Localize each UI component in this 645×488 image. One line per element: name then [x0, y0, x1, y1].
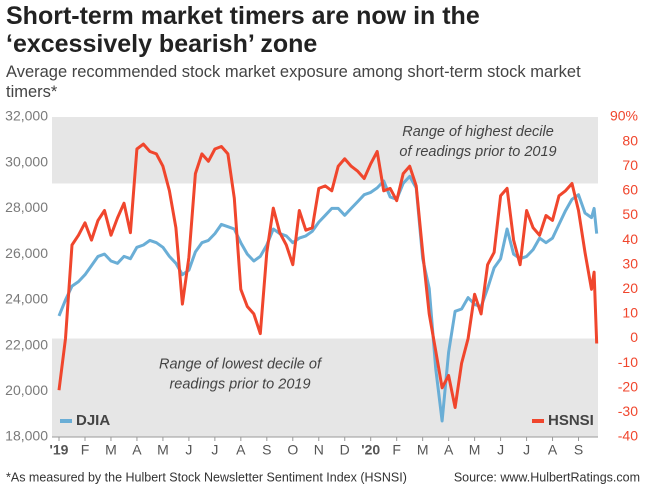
- decile-band: [52, 117, 598, 184]
- series-line: [57, 174, 599, 423]
- y-tick-label: 20,000: [5, 382, 48, 398]
- y2-tick-label: 40: [622, 231, 638, 247]
- y-tick-label: 30,000: [5, 153, 48, 169]
- x-tick-label: S: [574, 442, 583, 458]
- y2-tick-label: 90%: [610, 108, 638, 124]
- y2-tick-label: -40: [618, 428, 638, 444]
- band-label: readings prior to 2019: [169, 376, 310, 392]
- x-tick-label: M: [157, 442, 169, 458]
- footnote: *As measured by the Hulbert Stock Newsle…: [6, 470, 407, 484]
- x-tick-label: N: [314, 442, 324, 458]
- x-tick-label: S: [262, 442, 271, 458]
- series-line: [57, 142, 599, 409]
- y2-tick-label: 50: [622, 206, 638, 222]
- x-tick-label: M: [105, 442, 117, 458]
- x-tick-label: J: [185, 442, 192, 458]
- x-tick-label: A: [132, 442, 142, 458]
- y-tick-label: 28,000: [5, 199, 48, 215]
- y2-tick-label: 10: [622, 305, 638, 321]
- y-tick-label: 32,000: [5, 108, 48, 124]
- band-label: of readings prior to 2019: [399, 144, 556, 160]
- y-tick-label: 22,000: [5, 336, 48, 352]
- y-tick-label: 24,000: [5, 291, 48, 307]
- legend-label: DJIA: [76, 412, 110, 429]
- y2-tick-label: -10: [618, 354, 638, 370]
- x-tick-label: '20: [361, 442, 380, 458]
- y2-tick-label: 0: [630, 329, 638, 345]
- band-label: Range of highest decile: [402, 124, 554, 140]
- chart-title: Short-term market timers are now in the …: [6, 2, 480, 58]
- x-tick-label: A: [236, 442, 246, 458]
- x-tick-label: A: [548, 442, 558, 458]
- x-tick-label: M: [469, 442, 481, 458]
- y2-tick-label: 30: [622, 255, 638, 271]
- x-tick-label: D: [340, 442, 350, 458]
- x-tick-label: A: [444, 442, 454, 458]
- x-tick-label: F: [392, 442, 401, 458]
- y2-tick-label: -30: [618, 403, 638, 419]
- x-tick-label: O: [287, 442, 298, 458]
- x-tick-label: F: [81, 442, 90, 458]
- band-label: Range of lowest decile of: [159, 356, 323, 372]
- x-tick-label: J: [211, 442, 218, 458]
- y2-tick-label: -20: [618, 378, 638, 394]
- x-tick-label: M: [417, 442, 429, 458]
- legend-label: HSNSI: [548, 412, 594, 429]
- chart-subtitle: Average recommended stock market exposur…: [6, 63, 581, 101]
- y2-tick-label: 60: [622, 182, 638, 198]
- decile-band: [52, 338, 598, 437]
- y-tick-label: 26,000: [5, 245, 48, 261]
- y2-tick-label: 70: [622, 157, 638, 173]
- y2-tick-label: 20: [622, 280, 638, 296]
- x-tick-label: J: [523, 442, 530, 458]
- source: Source: www.HulbertRatings.com: [454, 470, 640, 484]
- x-tick-label: '19: [50, 442, 69, 458]
- y2-tick-label: 80: [622, 132, 638, 148]
- x-tick-label: J: [497, 442, 504, 458]
- y-tick-label: 18,000: [5, 428, 48, 444]
